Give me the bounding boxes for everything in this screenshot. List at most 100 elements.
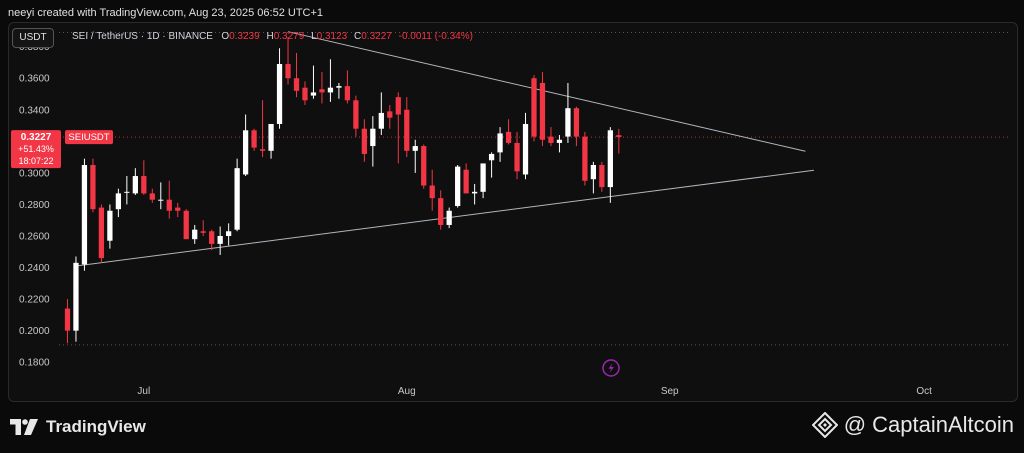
price-marker-box [11,130,61,169]
chart-panel[interactable]: 0.38000.36000.34000.32000.30000.28000.26… [8,22,1018,402]
tradingview-logo[interactable]: TradingView [10,417,146,437]
y-tick-label: 0.1800 [19,358,50,369]
candle [200,220,206,236]
candle-body [268,123,274,151]
candle [429,169,435,211]
candle [522,112,529,180]
candle-body [378,112,384,129]
price-marker-value: 0.3227 [21,132,52,143]
candle-body [319,89,325,93]
candle-body [531,78,537,137]
x-tick-label: Oct [916,386,932,397]
candle-body [497,133,503,153]
candle [90,158,96,213]
candle [302,81,308,106]
candle [107,204,113,249]
candle [378,92,384,136]
candle [514,131,520,180]
price-marker-change: +51.43% [18,144,54,154]
low-label: L [311,31,317,42]
candle [132,168,138,195]
captainaltcoin-watermark: @ CaptainAltcoin [811,412,1014,438]
candle-body [361,128,367,154]
y-tick-label: 0.2600 [19,232,50,243]
candle-body [98,207,105,259]
candle [446,207,452,229]
candle-body [344,86,351,101]
candle-body [599,165,605,188]
candle-body [590,165,597,180]
candle-body [471,191,478,194]
candle [276,48,283,129]
candle [599,161,605,192]
candle [124,176,130,205]
candle-body [412,146,418,151]
y-tick-label: 0.3600 [19,74,50,85]
candle-body [429,185,435,199]
candle [192,224,198,244]
candle [471,183,478,205]
candle-body [463,169,469,194]
candle-body [285,64,291,79]
watermark-text: @ CaptainAltcoin [843,412,1014,437]
candle [319,71,325,104]
candle [158,182,164,210]
candle [141,160,147,195]
trendlines [75,31,814,267]
candle-body [183,210,189,240]
close-value: 0.3227 [361,31,392,42]
candle [531,75,537,142]
candle [175,202,181,218]
y-tick-label: 0.2000 [19,326,50,337]
price-marker-countdown: 18:07:22 [18,156,53,166]
candle-body [166,199,172,211]
candle [387,105,393,129]
candle-body [259,149,266,151]
candle-body [616,135,622,138]
candle-body [438,198,444,225]
price-axis: 0.38000.36000.34000.32000.30000.28000.26… [19,42,50,369]
candle [336,82,342,99]
candle [505,119,512,145]
y-tick-label: 0.2800 [19,200,50,211]
candle [463,163,469,194]
candle-body [505,131,512,143]
candle-body [90,165,96,210]
candle [616,128,622,154]
candle-body [251,130,257,148]
candle-body [573,108,580,137]
candle-body [192,229,198,240]
candle-body [582,136,588,181]
candle-body [234,168,240,230]
trendline-upper [287,31,806,152]
candle-body [607,130,613,188]
candle-body [217,236,223,244]
change-value: -0.0011 (-0.34%) [398,31,473,42]
candle-body [370,128,376,147]
events-icon[interactable] [602,359,620,377]
candle-body [455,166,461,207]
candle [81,158,88,271]
candle [395,92,401,164]
candle-body [64,308,71,331]
candle-body [132,176,138,194]
candle-body [242,130,249,175]
candle-body [565,108,571,137]
candle [293,52,300,98]
candle [412,139,418,173]
candlestick-chart[interactable]: 0.38000.36000.34000.32000.30000.28000.26… [9,23,1017,401]
candle [488,152,495,178]
candle [209,229,215,251]
candle [565,82,571,143]
currency-unit-badge[interactable]: USDT [12,28,54,48]
candle-body [226,231,232,236]
candle [455,165,461,208]
symbol-tag-box [65,130,113,145]
candle [64,299,71,344]
candle-body [556,139,563,143]
candle-body [395,97,401,115]
x-tick-label: Sep [661,386,679,397]
candle-body [124,191,130,193]
candle-body [421,146,427,186]
candle [497,127,503,162]
